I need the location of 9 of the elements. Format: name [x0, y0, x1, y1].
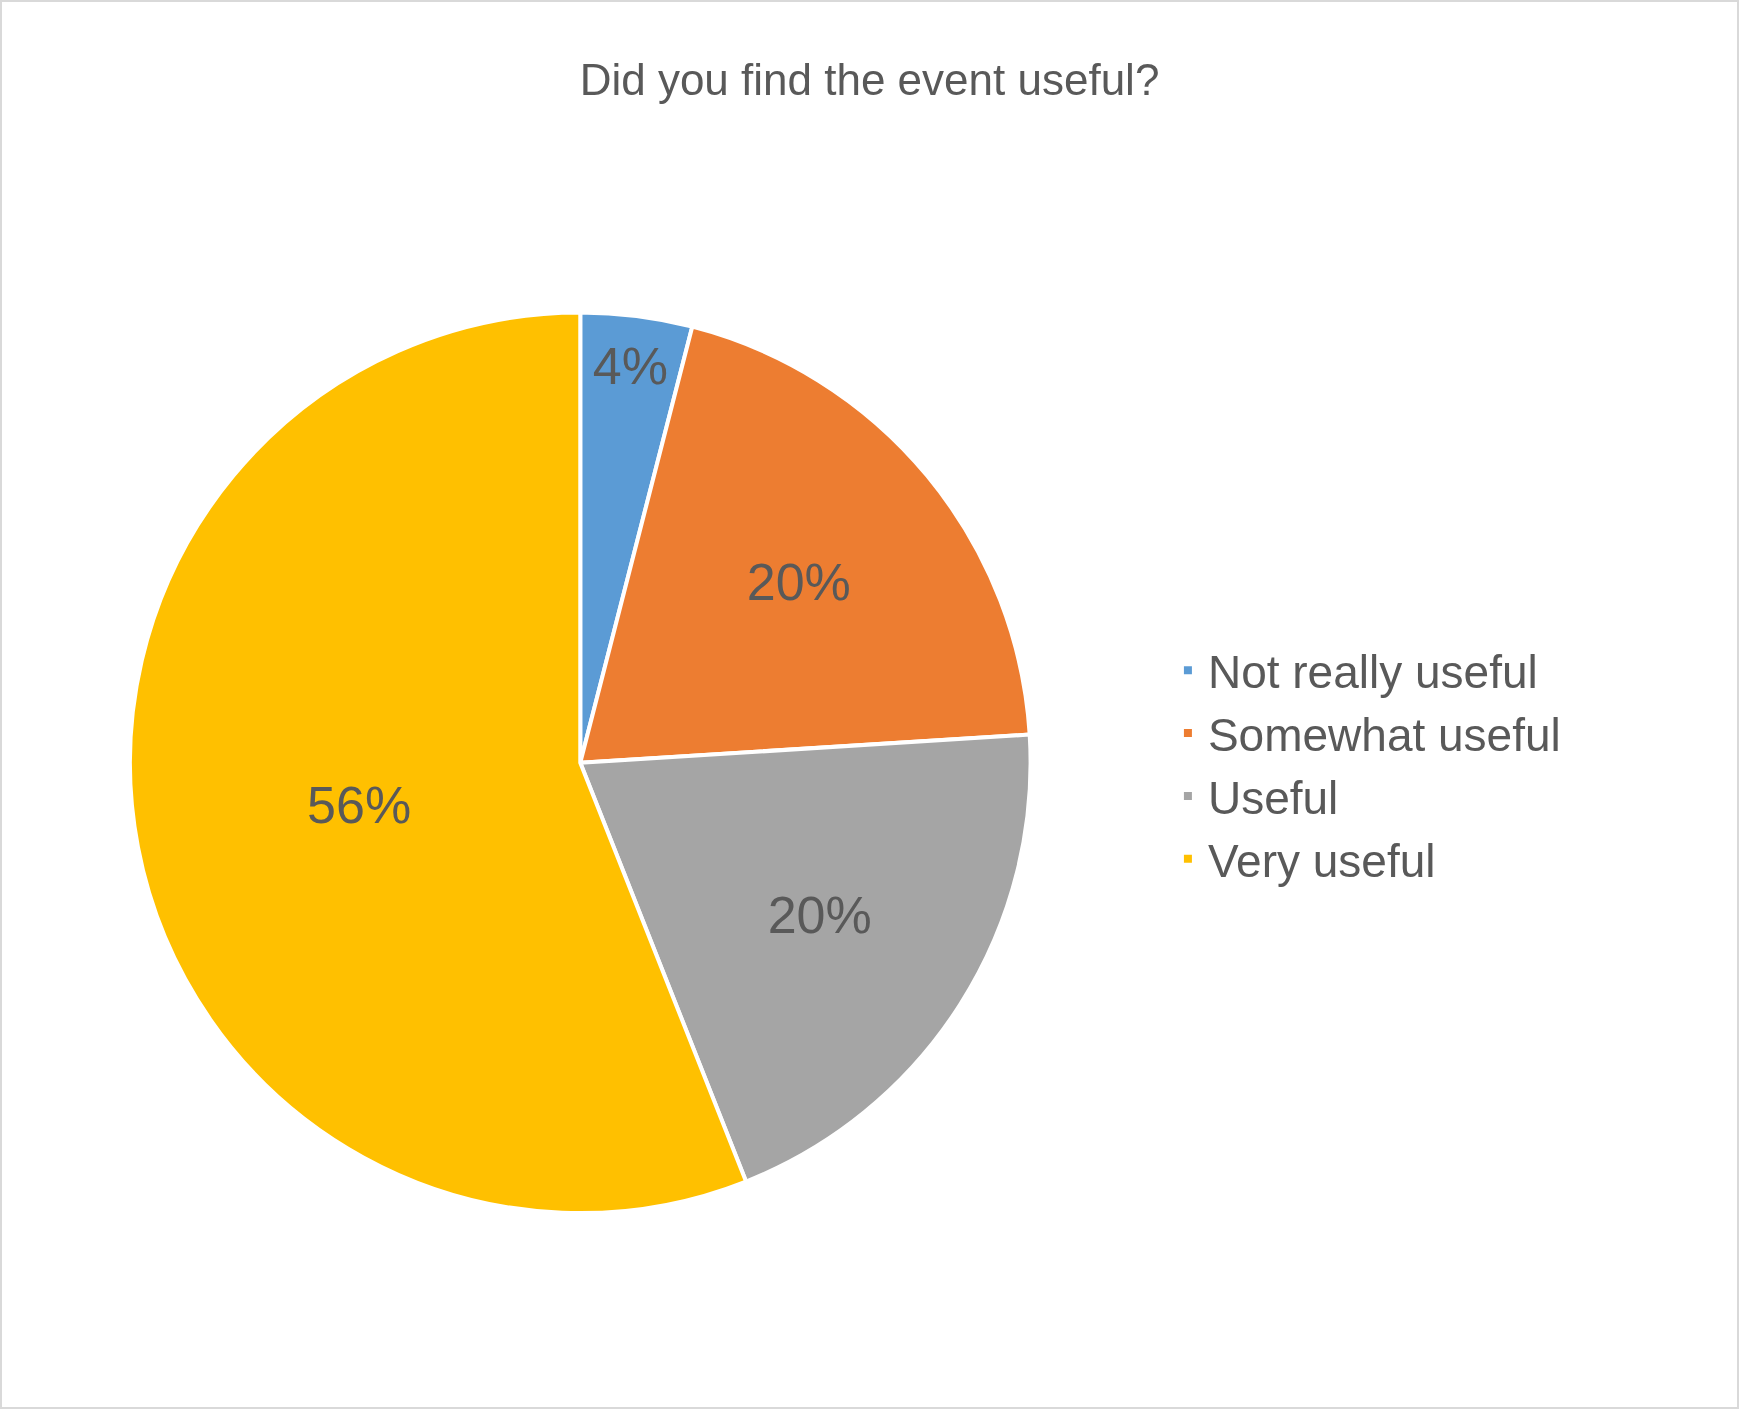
data-label: 4%	[592, 336, 669, 395]
legend-label: Very useful	[1207, 834, 1436, 887]
data-label: 20%	[746, 553, 851, 612]
data-label: 20%	[767, 885, 872, 944]
legend-label: Not really useful	[1207, 646, 1538, 699]
legend-label: Useful	[1207, 771, 1339, 824]
data-label: 56%	[307, 776, 412, 834]
chart-title: Did you find the event useful?	[579, 54, 1160, 104]
legend-label: Somewhat useful	[1207, 709, 1561, 762]
